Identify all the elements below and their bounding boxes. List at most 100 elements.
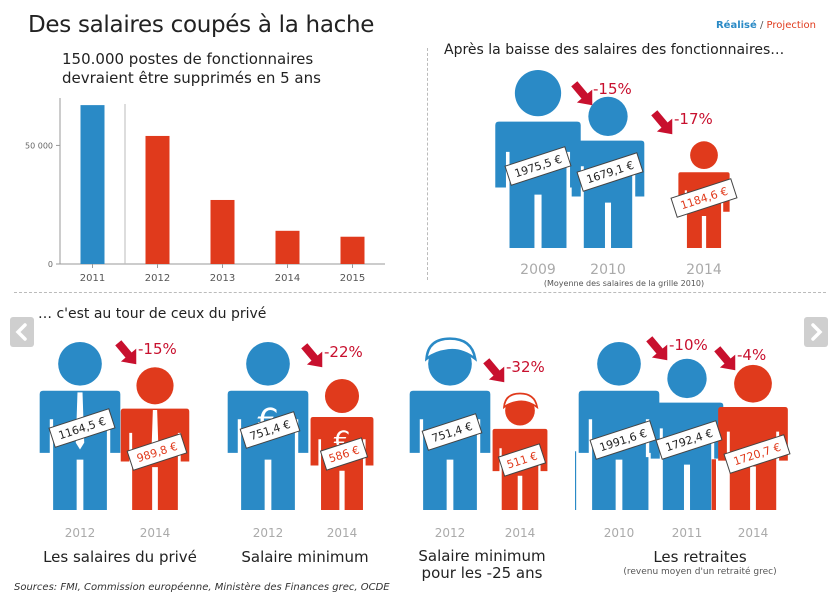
y-tick-label: 50 000 — [25, 141, 53, 150]
down-arrow-icon — [646, 336, 668, 361]
arrow-shape — [714, 346, 736, 371]
value-label-box — [576, 152, 644, 192]
head — [136, 367, 174, 405]
bar-2011 — [80, 105, 105, 264]
down-arrow-icon — [571, 81, 593, 106]
civil-servants-subtitle: Après la baisse des salaires des fonctio… — [444, 42, 785, 58]
chevron-left-icon — [15, 323, 27, 341]
year-label: 2009 — [520, 262, 556, 278]
value-label-box — [48, 408, 116, 448]
value-label: 1975,5 € — [504, 146, 572, 186]
body — [409, 390, 491, 510]
head — [588, 96, 628, 137]
value-label-box — [421, 413, 483, 451]
bar-2015 — [340, 236, 365, 264]
head — [690, 141, 718, 170]
change-percent: -15% — [593, 80, 632, 98]
year-label: 2012 — [435, 526, 466, 540]
x-tick-label: 2015 — [340, 273, 365, 284]
body — [495, 121, 581, 248]
value-label: 751,4 € — [239, 411, 301, 449]
x-tick-label: 2012 — [145, 273, 170, 284]
down-arrow-icon — [651, 110, 673, 135]
value-label-box — [655, 420, 723, 460]
pensions-note: (revenu moyen d'un retraité grec) — [623, 567, 777, 577]
arrow-shape — [301, 343, 323, 368]
cap — [502, 392, 539, 410]
horizontal-divider — [14, 292, 826, 293]
year-label: 2012 — [65, 526, 96, 540]
change-percent: -32% — [506, 358, 545, 376]
value-label-box — [497, 443, 547, 477]
youth-caption-line1: Salaire minimum — [418, 547, 546, 565]
year-label: 2014 — [505, 526, 536, 540]
cap — [424, 337, 477, 362]
arrow-shape — [483, 358, 505, 383]
head — [324, 378, 360, 414]
bar-2012 — [145, 135, 170, 264]
y-tick-label: 0 — [48, 260, 53, 269]
prev-button[interactable] — [10, 317, 34, 347]
year-label: 2012 — [253, 526, 284, 540]
head — [667, 358, 707, 399]
value-label: 511 € — [497, 443, 547, 477]
change-percent: -22% — [324, 343, 363, 361]
bar-2013 — [210, 199, 235, 264]
head — [514, 70, 562, 117]
arrow-shape — [651, 110, 673, 135]
legend-projection: Projection — [766, 20, 816, 31]
year-label: 2014 — [738, 526, 769, 540]
value-label-box — [670, 178, 738, 218]
x-tick-label: 2014 — [275, 273, 300, 284]
change-percent: -4% — [737, 346, 766, 364]
pensions-caption: Les retraites — [653, 548, 747, 566]
arrow-shape — [646, 336, 668, 361]
bar-chart: 0 50 000 2011 2012 2013 2014 2015 — [25, 98, 385, 284]
value-label-box — [589, 420, 657, 460]
youth-minimum-wage-pictogram: 2012 2014 751,4 € 511 € -32% — [409, 337, 548, 540]
value-label-box — [126, 433, 188, 471]
minimum-wage-caption: Salaire minimum — [241, 548, 369, 566]
value-label-box — [723, 434, 791, 474]
value-label: 586 € — [319, 437, 369, 471]
bar-chart-subtitle: 150.000 postes de fonctionnaires devraie… — [62, 50, 362, 88]
bar-2014 — [275, 230, 300, 264]
value-label-box — [319, 437, 369, 471]
year-label: 2010 — [590, 262, 626, 278]
page-title: Des salaires coupés à la hache — [28, 12, 375, 38]
legend-realise: Réalisé — [715, 20, 757, 31]
vertical-divider — [427, 48, 428, 280]
year-label: 2014 — [327, 526, 358, 540]
head — [246, 342, 290, 386]
down-arrow-icon — [483, 358, 505, 383]
down-arrow-icon — [115, 340, 137, 365]
legend: Réalisé / Projection — [716, 20, 816, 31]
civil-servants-note: (Moyenne des salaires de la grille 2010) — [544, 279, 704, 288]
down-arrow-icon — [714, 346, 736, 371]
change-percent: -17% — [674, 110, 713, 128]
year-label: 2014 — [686, 262, 722, 278]
youth-minimum-wage-caption: Salaire minimum pour les -25 ans — [397, 548, 567, 582]
next-button[interactable] — [804, 317, 828, 347]
arrow-shape — [115, 340, 137, 365]
head — [597, 342, 641, 386]
value-label-box — [239, 411, 301, 449]
value-label-box — [504, 146, 572, 186]
bar-chart-subtitle-line2: devraient être supprimés en 5 ans — [62, 69, 321, 87]
year-label: 2014 — [140, 526, 171, 540]
value-label: 751,4 € — [421, 413, 483, 451]
youth-caption-line2: pour les -25 ans — [421, 564, 543, 582]
year-label: 2010 — [604, 526, 635, 540]
private-sector-subtitle: … c'est au tour de ceux du privé — [38, 306, 267, 322]
year-label: 2011 — [672, 526, 703, 540]
down-arrow-icon — [301, 343, 323, 368]
head — [734, 364, 772, 403]
x-tick-label: 2011 — [80, 273, 105, 284]
legend-separator: / — [759, 20, 764, 31]
head — [58, 342, 102, 386]
sources: Sources: FMI, Commission européenne, Min… — [14, 582, 390, 593]
private-salaries-caption: Les salaires du privé — [43, 548, 197, 566]
